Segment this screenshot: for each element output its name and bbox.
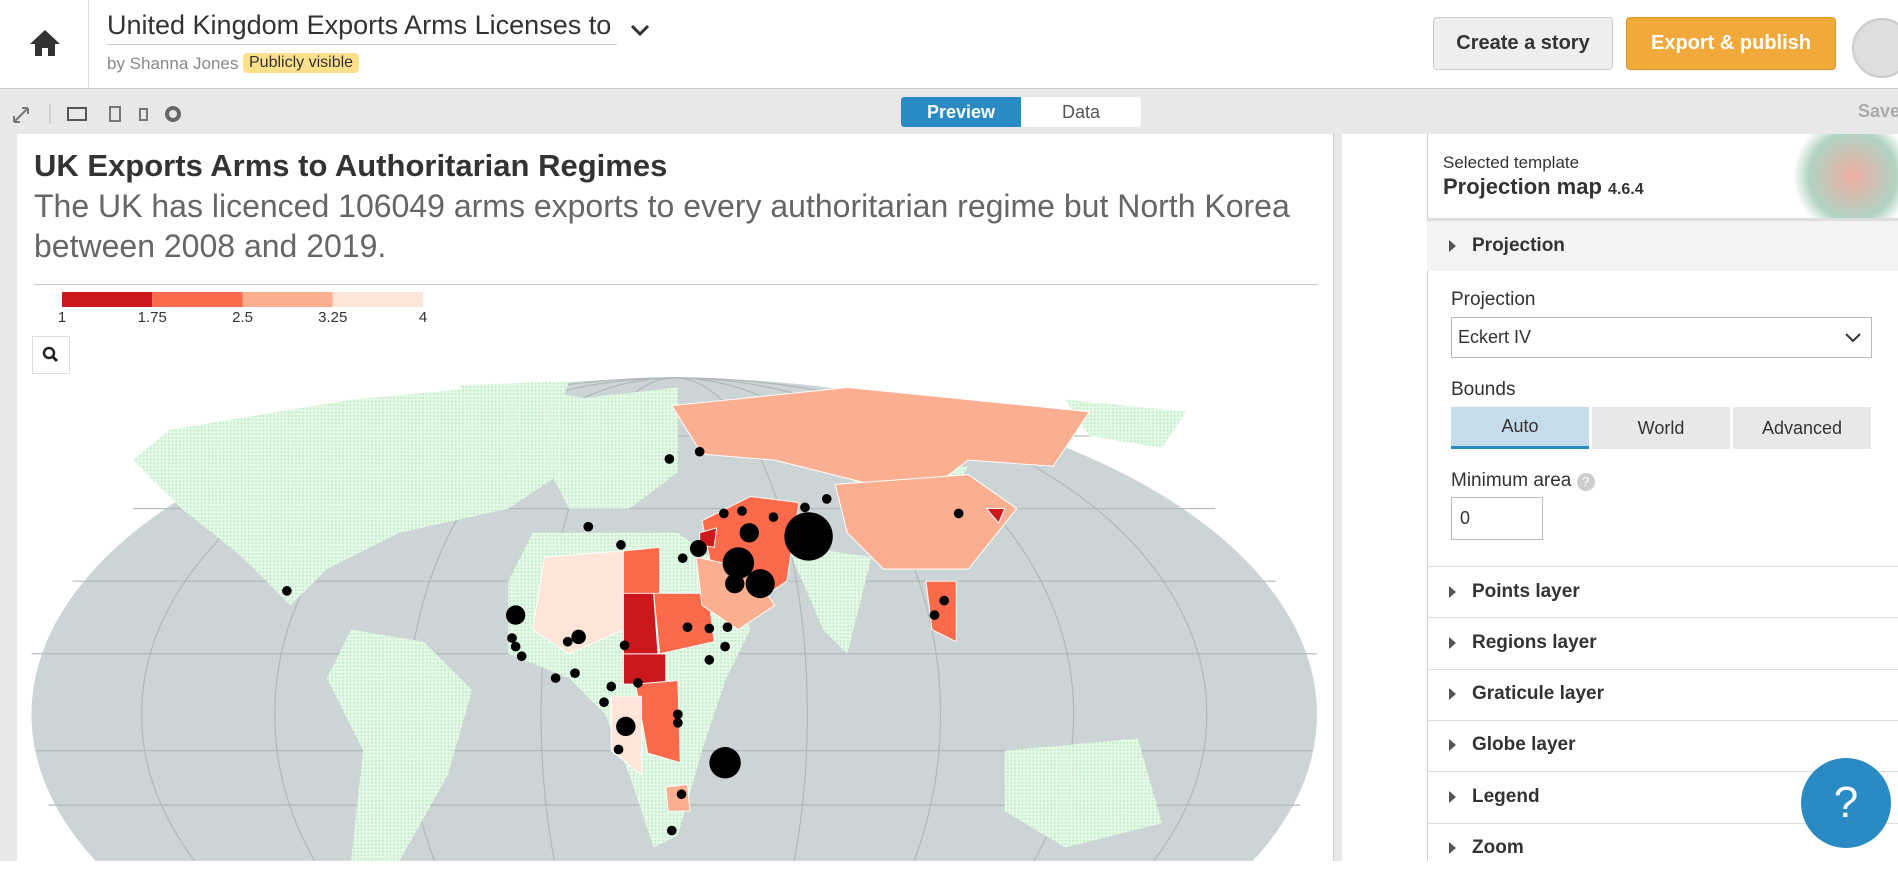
search-button[interactable] xyxy=(32,336,70,374)
legend-tick-label: 1 xyxy=(58,309,66,326)
projection-value: Eckert IV xyxy=(1458,327,1532,347)
header xyxy=(0,0,1898,89)
projection-select[interactable]: Eckert IV xyxy=(1451,317,1872,358)
bounds-label: Bounds xyxy=(1451,379,1516,400)
template-title: Projection map xyxy=(1443,174,1602,199)
chart-title: UK Exports Arms to Authoritarian Regimes xyxy=(34,148,668,183)
legend-tick-label: 3.25 xyxy=(318,309,347,326)
min-area-label: Minimum area ? xyxy=(1451,470,1595,492)
panel-section-title: Points layer xyxy=(1472,580,1580,602)
help-icon[interactable]: ? xyxy=(1576,473,1595,491)
min-area-text: Minimum area xyxy=(1451,470,1572,491)
projection-section[interactable]: Projection xyxy=(1427,221,1898,271)
panel-section-title: Graticule layer xyxy=(1472,683,1605,705)
panel-section-title: Legend xyxy=(1472,785,1540,807)
project-title[interactable]: United Kingdom Exports Arms Licenses to … xyxy=(107,10,617,45)
legend-tick-label: 4 xyxy=(419,309,427,326)
visibility-badge: Publicly visible xyxy=(243,53,360,73)
toolbar-icons[interactable] xyxy=(12,104,192,124)
panel-section[interactable]: Zoom xyxy=(1427,822,1898,873)
header-divider xyxy=(88,0,89,88)
preview-tab[interactable]: Preview xyxy=(901,97,1021,127)
byline: by Shanna Jones xyxy=(107,54,239,73)
bounds-option[interactable]: World xyxy=(1592,407,1730,449)
legend-tick-label: 1.75 xyxy=(138,309,167,326)
legend-swatch xyxy=(332,292,423,307)
template-thumb[interactable] xyxy=(1785,134,1898,218)
panel-section-title: Zoom xyxy=(1472,837,1524,858)
panel-section[interactable]: Graticule layer xyxy=(1427,668,1898,719)
template-name: Projection map 4.6.4 xyxy=(1443,174,1644,200)
header-rule xyxy=(34,284,1318,285)
home-icon[interactable] xyxy=(28,28,62,58)
panel-section[interactable]: Globe layer xyxy=(1427,719,1898,770)
search-icon xyxy=(42,346,59,363)
template-rule xyxy=(1427,218,1898,221)
chart-subtitle: The UK has licenced 106049 arms exports … xyxy=(34,188,1290,264)
help-button[interactable]: ? xyxy=(1801,758,1891,848)
save-status: Saved xyxy=(1858,101,1898,121)
panel-section[interactable]: Regions layer xyxy=(1427,617,1898,667)
avatar[interactable] xyxy=(1852,18,1898,78)
panel-section[interactable]: Points layer xyxy=(1427,566,1898,616)
export-button[interactable]: Export & publish xyxy=(1626,17,1836,70)
legend: 1 1.75 2.5 3.25 4 xyxy=(58,292,427,326)
create-story-button[interactable]: Create a story xyxy=(1433,17,1613,70)
template-label: Selected template xyxy=(1443,153,1580,172)
panel-section-title: Regions layer xyxy=(1472,631,1597,653)
min-area-input[interactable]: 0 xyxy=(1451,497,1543,540)
legend-tick-label: 2.5 xyxy=(232,309,253,326)
legend-swatch xyxy=(152,292,243,307)
projection-section-title: Projection xyxy=(1472,235,1565,256)
panel-section[interactable]: Legend xyxy=(1427,771,1898,821)
legend-swatch xyxy=(242,292,333,307)
legend-swatch xyxy=(62,292,153,307)
select-caret xyxy=(1845,332,1861,342)
projection-label: Projection xyxy=(1451,289,1536,310)
data-tab[interactable]: Data xyxy=(1021,97,1141,127)
bounds-option[interactable]: Auto xyxy=(1451,407,1589,449)
bounds-option[interactable]: Advanced xyxy=(1733,407,1871,449)
panel-section-title: Globe layer xyxy=(1472,734,1576,756)
title-dropdown[interactable] xyxy=(630,24,650,38)
template-version: 4.6.4 xyxy=(1608,181,1644,198)
gap-panel xyxy=(1342,134,1427,861)
